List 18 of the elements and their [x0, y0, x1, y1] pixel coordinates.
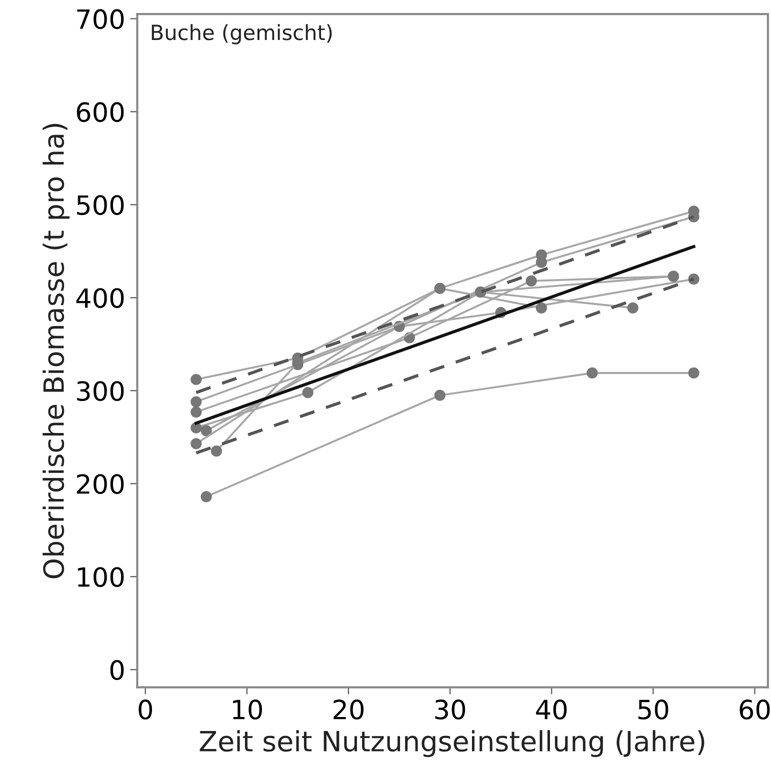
x-tick-label: 20	[334, 700, 364, 720]
x-tick-label: 50	[638, 700, 668, 720]
y-tick-label: 0	[110, 660, 124, 680]
x-tick-label: 0	[138, 700, 152, 720]
x-tick-label: 60	[740, 700, 770, 720]
y-tick-label: 300	[77, 381, 124, 402]
annotation: Buche (gemischt)	[152, 24, 332, 44]
y-tick-label: 400	[76, 288, 124, 308]
x-tick-label: 40	[536, 700, 567, 720]
y-tick-label: 700	[77, 9, 124, 30]
y-axis-title: Oberirdische Biomasse (t pro ha)	[42, 124, 70, 578]
x-tick-label: 30	[435, 700, 466, 720]
y-tick-label: 500	[77, 195, 124, 216]
x-axis-title: Zeit seit Nutzungseinstellung (Jahre)	[200, 730, 704, 758]
y-tick-label: 100	[78, 567, 124, 588]
y-tick-label: 600	[76, 102, 124, 122]
x-tick-label: 10	[233, 700, 262, 720]
y-tick-label: 200	[76, 474, 124, 494]
